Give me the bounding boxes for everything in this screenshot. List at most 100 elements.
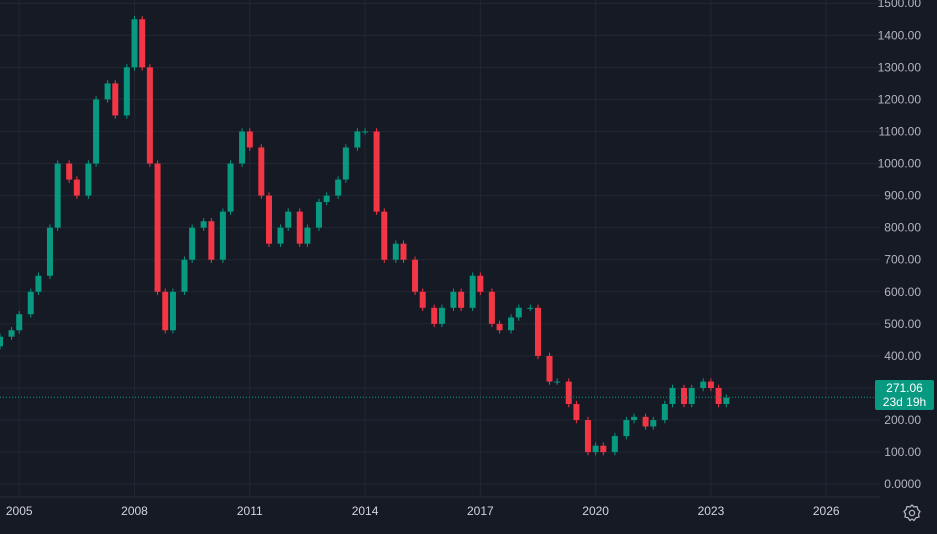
candle-body xyxy=(715,387,722,405)
candle-body xyxy=(515,307,522,318)
candle-body xyxy=(438,307,445,324)
grid-lines xyxy=(0,0,880,497)
y-tick-label: 400.00 xyxy=(884,349,921,363)
candle-body xyxy=(354,131,361,148)
last-price-badge: 271.06 23d 19h xyxy=(875,380,934,410)
candle-body xyxy=(154,163,161,292)
candle-body xyxy=(534,307,541,356)
x-tick-label: 2026 xyxy=(813,504,840,518)
candle-body xyxy=(431,307,438,324)
candle-body xyxy=(296,211,303,244)
candle-body xyxy=(239,131,246,164)
candle-body xyxy=(112,83,119,116)
candle-body xyxy=(35,275,42,292)
candle-body xyxy=(362,131,369,133)
y-tick-label: 200.00 xyxy=(884,413,921,427)
candle-body xyxy=(688,387,695,405)
candle-body xyxy=(400,243,407,260)
candle-body xyxy=(650,420,657,427)
x-tick-label: 2023 xyxy=(698,504,725,518)
candle-body xyxy=(323,195,330,203)
candle-body xyxy=(304,227,311,244)
candle-body xyxy=(600,445,607,453)
candle-body xyxy=(315,202,322,228)
candle-body xyxy=(584,420,591,453)
candle-body xyxy=(508,317,515,331)
candle-body xyxy=(146,67,153,164)
candle-body xyxy=(669,387,676,405)
candle-body xyxy=(661,404,668,421)
candle-body xyxy=(139,19,146,68)
candle-body xyxy=(723,397,730,405)
candle-body xyxy=(450,291,457,308)
candle-body xyxy=(219,211,226,260)
y-tick-label: 500.00 xyxy=(884,317,921,331)
y-tick-label: 1000.00 xyxy=(878,157,922,171)
candle-body xyxy=(700,381,707,388)
candle-body xyxy=(381,211,388,260)
y-tick-label: 1300.00 xyxy=(878,60,922,74)
candle-body xyxy=(73,179,80,196)
candle-body xyxy=(342,147,349,180)
y-tick-label: 900.00 xyxy=(884,189,921,203)
candle-body xyxy=(227,163,234,212)
candle-body xyxy=(104,83,111,100)
x-tick-label: 2017 xyxy=(467,504,494,518)
candle-body xyxy=(546,355,553,382)
candle-body xyxy=(16,314,23,331)
candle-body xyxy=(392,243,399,260)
y-tick-label: 800.00 xyxy=(884,221,921,235)
candles xyxy=(0,16,730,456)
y-tick-label: 1500.00 xyxy=(878,0,922,10)
y-tick-label: 100.00 xyxy=(884,445,921,459)
x-tick-label: 2008 xyxy=(121,504,148,518)
y-tick-label: 700.00 xyxy=(884,253,921,267)
candle-body xyxy=(373,131,380,212)
candle-body xyxy=(496,323,503,331)
candle-body xyxy=(54,163,61,228)
candle-body xyxy=(189,227,196,260)
candle-body xyxy=(458,291,465,308)
settings-gear-icon[interactable] xyxy=(902,503,922,523)
candle-body xyxy=(488,291,495,324)
y-tick-label: 1100.00 xyxy=(879,124,922,138)
candle-body xyxy=(93,99,100,164)
candle-body xyxy=(131,19,138,68)
bar-countdown: 23d 19h xyxy=(882,395,927,409)
candle-body xyxy=(412,259,419,292)
y-tick-label: 1400.00 xyxy=(878,28,922,42)
candle-body xyxy=(419,291,426,308)
candle-body xyxy=(8,330,15,337)
candle-body xyxy=(27,291,34,315)
time-axis[interactable]: 2005 2008 2011 2014 2017 2020 2023 2026 xyxy=(6,504,840,518)
candle-body xyxy=(246,131,253,148)
candle-body xyxy=(592,445,599,453)
candle-body xyxy=(85,163,92,196)
price-axis[interactable]: 1500.00 1400.00 1300.00 1200.00 1100.00 1000.… xyxy=(878,0,922,491)
candle-body xyxy=(0,336,3,347)
candle-body xyxy=(335,179,342,196)
candle-body xyxy=(208,221,215,260)
candle-body xyxy=(573,404,580,421)
candle-body xyxy=(477,275,484,292)
candle-body xyxy=(123,67,130,116)
y-tick-label: 0.0000 xyxy=(884,477,921,491)
candle-body xyxy=(527,307,534,309)
candle-body xyxy=(277,227,284,244)
candle-body xyxy=(200,221,207,228)
candle-body xyxy=(642,416,649,427)
candle-body xyxy=(265,195,272,244)
candle-body xyxy=(66,163,73,180)
x-tick-label: 2011 xyxy=(237,504,263,518)
candle-body xyxy=(285,211,292,228)
candle-body xyxy=(258,147,265,196)
candle-body xyxy=(181,259,188,292)
candle-body xyxy=(611,436,618,453)
candle-body xyxy=(162,291,169,331)
candle-body xyxy=(707,381,714,388)
candle-body xyxy=(46,227,53,276)
x-tick-label: 2020 xyxy=(582,504,609,518)
candle-body xyxy=(554,381,561,383)
